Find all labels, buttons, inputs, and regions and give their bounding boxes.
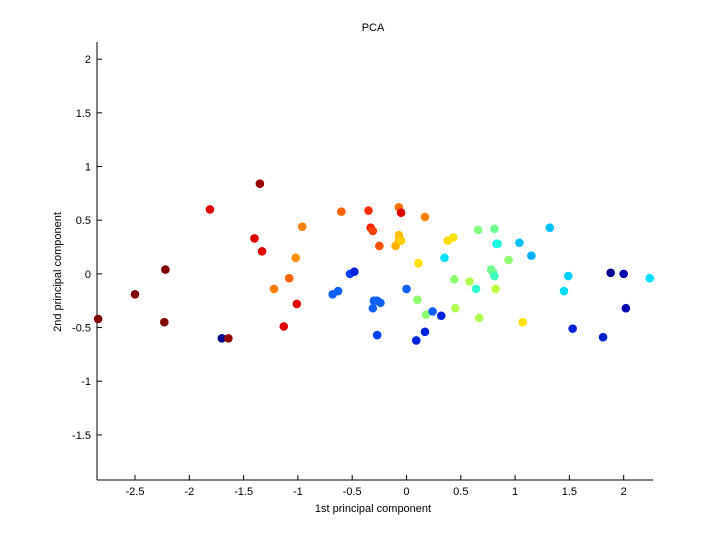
x-tick-label: 0 xyxy=(403,486,409,498)
scatter-point xyxy=(250,234,259,243)
y-tick-label: 2 xyxy=(85,54,91,66)
scatter-point xyxy=(436,311,446,321)
scatter-point xyxy=(224,333,233,343)
y-tick-label: -0.5 xyxy=(72,323,91,335)
scatter-point xyxy=(563,271,573,281)
scatter-point xyxy=(396,208,406,217)
scatter-point xyxy=(217,333,227,343)
scatter-point xyxy=(420,327,430,337)
scatter-point xyxy=(515,238,524,248)
scatter-point xyxy=(396,236,406,245)
scatter-point xyxy=(160,317,169,327)
scatter-point xyxy=(372,330,382,340)
scatter-point xyxy=(518,317,527,327)
scatter-point xyxy=(421,310,431,319)
scatter-point xyxy=(451,303,460,313)
scatter-point xyxy=(473,225,483,235)
scatter-point xyxy=(279,322,289,331)
chart-title: PCA xyxy=(362,22,385,34)
y-tick-label: 1 xyxy=(85,162,91,174)
scatter-point xyxy=(440,253,449,263)
scatter-point xyxy=(368,226,378,236)
x-tick-label: -1 xyxy=(293,486,303,498)
scatter-point xyxy=(465,277,474,286)
scatter-point xyxy=(269,284,279,294)
scatter-point xyxy=(333,286,343,296)
x-axis-title: 1st principal component xyxy=(315,503,431,515)
x-tick-label: -2.5 xyxy=(126,486,145,498)
y-axis-title: 2nd principal component xyxy=(52,212,64,332)
scatter-point xyxy=(606,268,615,278)
scatter-point xyxy=(257,247,267,256)
scatter-point xyxy=(621,303,631,313)
scatter-point xyxy=(490,224,499,234)
scatter-point xyxy=(645,273,655,283)
x-tick-label: 0.5 xyxy=(453,486,468,498)
x-tick-label: -0.5 xyxy=(343,486,362,498)
scatter-point xyxy=(337,207,346,216)
scatter-point xyxy=(527,251,536,260)
scatter-point xyxy=(291,253,301,263)
scatter-point xyxy=(292,299,302,309)
y-tick-label: 0.5 xyxy=(76,215,91,227)
scatter-point xyxy=(402,284,411,294)
data-points xyxy=(93,179,655,345)
scatter-point xyxy=(545,223,555,233)
scatter-point xyxy=(493,239,503,249)
scatter-point xyxy=(491,284,500,294)
scatter-point xyxy=(375,241,384,251)
y-axis: -1.5 -1 -0.5 0 0.5 1 1.5 2 xyxy=(72,54,102,442)
scatter-point xyxy=(161,265,170,274)
y-tick-label: 1.5 xyxy=(76,108,91,120)
scatter-point xyxy=(449,274,459,284)
scatter-point xyxy=(364,206,373,215)
scatter-point xyxy=(284,273,294,283)
scatter-point xyxy=(568,324,577,333)
scatter-point xyxy=(490,271,499,281)
scatter-point xyxy=(474,313,484,323)
x-tick-label: 1.5 xyxy=(562,486,577,498)
scatter-point xyxy=(93,314,103,324)
scatter-point xyxy=(368,303,378,313)
y-tick-label: -1 xyxy=(81,376,91,388)
scatter-point xyxy=(414,258,423,268)
x-tick-label: 2 xyxy=(621,486,627,498)
scatter-point xyxy=(350,267,359,277)
scatter-point xyxy=(130,289,140,299)
scatter-point xyxy=(205,205,215,214)
x-tick-label: -2 xyxy=(184,486,194,498)
scatter-point xyxy=(448,233,458,242)
scatter-point xyxy=(297,222,307,231)
scatter-point xyxy=(391,241,400,251)
x-tick-label: -1.5 xyxy=(234,486,253,498)
plot-area xyxy=(96,42,653,481)
scatter-point xyxy=(413,295,422,304)
scatter-point xyxy=(255,179,265,189)
scatter-point xyxy=(411,336,421,345)
y-tick-label: 0 xyxy=(85,269,91,281)
scatter-point xyxy=(471,284,481,294)
x-tick-label: 1 xyxy=(512,486,518,498)
scatter-point xyxy=(376,298,385,308)
scatter-point xyxy=(504,255,513,265)
scatter-point xyxy=(619,269,628,279)
scatter-point xyxy=(559,286,569,296)
x-axis: -2.5 -2 -1.5 -1 -0.5 0 0.5 1 1.5 2 xyxy=(126,475,627,498)
scatter-point xyxy=(428,307,437,316)
scatter-point xyxy=(420,212,430,222)
scatter-point xyxy=(598,332,608,342)
y-tick-label: -1.5 xyxy=(72,430,91,442)
